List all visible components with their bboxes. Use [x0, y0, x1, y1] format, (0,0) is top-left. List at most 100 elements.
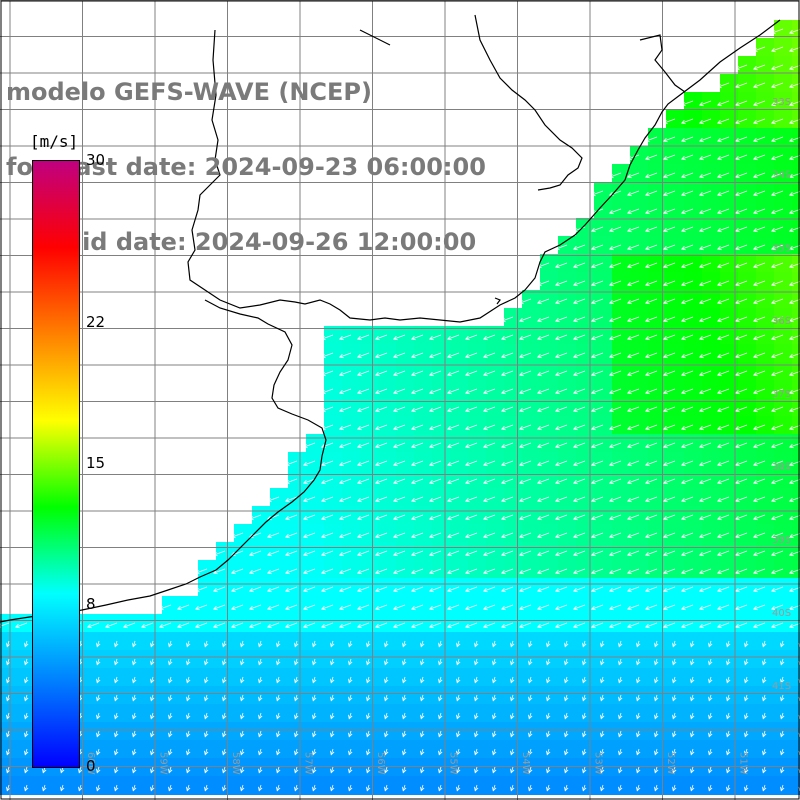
- wind-arrow-head: [536, 443, 542, 449]
- wind-arrow-head: [518, 587, 524, 593]
- wind-arrow-icon: [24, 658, 28, 665]
- wind-arrow-icon: [681, 136, 694, 142]
- wind-arrow-head: [312, 660, 317, 666]
- wind-arrow-head: [582, 660, 587, 666]
- wind-arrow-head: [716, 317, 722, 323]
- wind-arrow-icon: [213, 550, 226, 556]
- wind-arrow-icon: [591, 514, 604, 520]
- wind-arrow-head: [464, 425, 470, 431]
- wind-arrow-head: [590, 299, 596, 305]
- wind-arrow-icon: [537, 478, 550, 484]
- wind-arrow-head: [752, 245, 758, 251]
- wind-arrow-head: [716, 461, 722, 467]
- wind-arrow-head: [546, 714, 551, 720]
- wind-arrow-icon: [573, 442, 586, 448]
- wind-arrow-icon: [681, 442, 694, 448]
- wind-arrow-icon: [375, 460, 388, 466]
- wind-arrow-head: [410, 371, 416, 377]
- wind-arrow-head: [42, 786, 47, 792]
- wind-arrow-icon: [339, 406, 352, 412]
- wind-arrow-head: [788, 83, 794, 89]
- wind-arrow-head: [428, 623, 434, 629]
- wind-arrow-icon: [456, 766, 460, 773]
- wind-arrow-head: [536, 515, 542, 521]
- wind-arrow-head: [644, 263, 650, 269]
- wind-arrow-head: [330, 660, 335, 666]
- wind-arrow-icon: [663, 586, 676, 592]
- wind-arrow-head: [626, 569, 632, 575]
- wind-arrow-head: [734, 317, 740, 323]
- wind-arrow-head: [662, 317, 668, 323]
- lat-label: 34S: [772, 170, 791, 181]
- wind-arrow-icon: [591, 586, 604, 592]
- wind-arrow-head: [662, 587, 668, 593]
- wind-arrow-icon: [717, 352, 730, 358]
- wind-arrow-icon: [321, 496, 334, 502]
- wind-arrow-head: [212, 551, 218, 557]
- wind-arrow-head: [320, 335, 326, 341]
- wind-arrow-head: [554, 569, 560, 575]
- wind-arrow-head: [572, 461, 578, 467]
- wind-arrow-icon: [564, 784, 568, 791]
- wind-arrow-icon: [717, 136, 730, 142]
- wind-arrow-head: [644, 425, 650, 431]
- wind-arrow-icon: [699, 298, 712, 304]
- wind-arrow-icon: [168, 676, 172, 683]
- wind-arrow-head: [554, 623, 560, 629]
- wind-arrow-icon: [537, 586, 550, 592]
- wind-arrow-head: [78, 768, 83, 774]
- wind-arrow-head: [384, 732, 389, 738]
- wind-arrow-icon: [429, 352, 442, 358]
- wind-arrow-head: [590, 281, 596, 287]
- wind-arrow-icon: [681, 154, 694, 160]
- wind-arrow-icon: [573, 316, 586, 322]
- wind-arrow-icon: [132, 658, 136, 665]
- wind-arrow-head: [608, 173, 614, 179]
- wind-arrow-icon: [654, 712, 658, 719]
- wind-arrow-head: [546, 642, 551, 648]
- wind-arrow-head: [554, 479, 560, 485]
- wind-arrow-head: [600, 768, 605, 774]
- wind-arrow-icon: [726, 730, 730, 737]
- wind-arrow-icon: [762, 766, 766, 773]
- wind-arrow-head: [410, 587, 416, 593]
- wind-arrow-head: [374, 605, 380, 611]
- wind-arrow-icon: [15, 622, 28, 628]
- wind-arrow-head: [680, 389, 686, 395]
- wind-arrow-head: [752, 155, 758, 161]
- wind-arrow-head: [302, 515, 308, 521]
- wind-arrow-icon: [456, 712, 460, 719]
- wind-arrow-icon: [681, 280, 694, 286]
- wind-arrow-icon: [609, 334, 622, 340]
- wind-arrow-head: [456, 696, 461, 702]
- wind-arrow-head: [312, 642, 317, 648]
- wind-arrow-icon: [672, 712, 676, 719]
- wind-arrow-icon: [582, 658, 586, 665]
- wind-arrow-icon: [321, 568, 334, 574]
- wind-arrow-head: [582, 768, 587, 774]
- wind-arrow-head: [726, 768, 731, 774]
- wind-arrow-icon: [555, 316, 568, 322]
- wind-arrow-icon: [213, 568, 226, 574]
- wind-arrow-icon: [474, 748, 478, 755]
- wind-arrow-head: [366, 678, 371, 684]
- wind-arrow-head: [518, 551, 524, 557]
- wind-arrow-head: [482, 371, 488, 377]
- wind-arrow-icon: [267, 550, 280, 556]
- wind-arrow-icon: [501, 496, 514, 502]
- wind-arrow-head: [672, 750, 677, 756]
- wind-arrow-icon: [636, 640, 640, 647]
- wind-arrow-head: [410, 335, 416, 341]
- wind-arrow-head: [222, 786, 227, 792]
- wind-arrow-head: [762, 714, 767, 720]
- wind-arrow-head: [114, 660, 119, 666]
- wind-arrow-head: [644, 461, 650, 467]
- wind-arrow-head: [330, 732, 335, 738]
- wind-arrow-icon: [717, 262, 730, 268]
- wind-arrow-head: [248, 569, 254, 575]
- wind-arrow-head: [698, 137, 704, 143]
- wind-arrow-head: [222, 660, 227, 666]
- wind-arrow-icon: [420, 784, 424, 791]
- wind-arrow-head: [492, 642, 497, 648]
- wind-arrow-head: [618, 642, 623, 648]
